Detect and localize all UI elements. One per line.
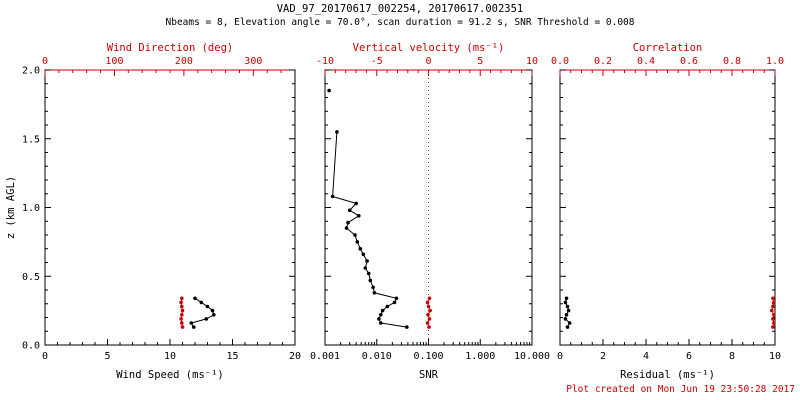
x-top-tick-label: -10 bbox=[316, 56, 334, 67]
x-top-tick-label: 10 bbox=[526, 56, 538, 67]
x-tick-label: 20 bbox=[289, 351, 301, 362]
x-tick-label: 0.001 bbox=[310, 351, 340, 362]
x-top-tick-label: 0.6 bbox=[680, 56, 698, 67]
x-axis-title: Residual (ms⁻¹) bbox=[620, 369, 715, 381]
plot-title: VAD_97_20170617_002254, 20170617.002351 bbox=[276, 3, 524, 15]
x-tick-label: 0.010 bbox=[362, 351, 392, 362]
x-top-tick-label: -5 bbox=[371, 56, 383, 67]
plot-subtitle: Nbeams = 8, Elevation angle = 70.0°, sca… bbox=[165, 17, 635, 28]
x-top-tick-label: 200 bbox=[175, 56, 193, 67]
x-axis-title: Wind Speed (ms⁻¹) bbox=[116, 369, 223, 381]
x-top-tick-label: 300 bbox=[244, 56, 262, 67]
x-top-axis-title: Correlation bbox=[633, 42, 703, 54]
x-top-tick-label: 0.2 bbox=[594, 56, 612, 67]
x-tick-label: 10 bbox=[769, 351, 781, 362]
x-tick-label: 10.000 bbox=[514, 351, 550, 362]
x-tick-label: 0 bbox=[42, 351, 48, 362]
y-tick-label: 0.0 bbox=[22, 341, 40, 352]
x-top-tick-label: 0 bbox=[42, 56, 48, 67]
series-residual bbox=[563, 296, 572, 329]
x-top-tick-label: 0.8 bbox=[723, 56, 741, 67]
panel-residual: 0 2 4 6 8 10 Residual (ms⁻¹) 0.0 0.2 0.4 0.6 0.8 1.0… bbox=[551, 42, 784, 381]
x-top-axis-title: Wind Direction (deg) bbox=[107, 42, 233, 54]
x-tick-label: 5 bbox=[104, 351, 110, 362]
y-axis-label: z (km AGL) bbox=[5, 176, 17, 239]
panel-frame bbox=[44, 69, 296, 346]
panel-wind: 0 5 10 15 20 Wind Speed (ms⁻¹) 0 100 200 300 Wind … bbox=[22, 42, 301, 381]
x-tick-label: 8 bbox=[729, 351, 735, 362]
y-tick-label: 1.5 bbox=[22, 134, 40, 145]
x-top-tick-label: 0.0 bbox=[551, 56, 569, 67]
y-tick-label: 2.0 bbox=[22, 66, 40, 77]
x-top-axis-title: Vertical velocity (ms⁻¹) bbox=[353, 42, 505, 54]
x-tick-label: 0.100 bbox=[413, 351, 443, 362]
x-tick-label: 1.000 bbox=[465, 351, 495, 362]
x-top-tick-label: 0.4 bbox=[637, 56, 655, 67]
panel-snr: 0.001 0.010 0.100 1.000 10.000 SNR -10 -5 0 5 10 Ve… bbox=[310, 42, 550, 381]
plot-created-note: Plot created on Mon Jun 19 23:50:28 2017 bbox=[566, 384, 795, 395]
x-tick-label: 15 bbox=[226, 351, 238, 362]
x-top-tick-label: 1.0 bbox=[766, 56, 784, 67]
series-snr-profile bbox=[330, 130, 409, 329]
y-tick-label: 0.5 bbox=[22, 272, 40, 283]
x-top-tick-label: 100 bbox=[105, 56, 123, 67]
series-wind-speed bbox=[189, 296, 216, 329]
x-tick-label: 10 bbox=[164, 351, 176, 362]
x-top-tick-label: 5 bbox=[477, 56, 483, 67]
series-correlation bbox=[770, 296, 776, 329]
series-vertical-velocity bbox=[425, 296, 432, 329]
series-snr-isolated-point bbox=[327, 88, 331, 93]
series-wind-direction bbox=[179, 296, 185, 329]
panel-frame bbox=[559, 69, 776, 346]
y-tick-label: 1.0 bbox=[22, 203, 40, 214]
x-tick-label: 2 bbox=[600, 351, 606, 362]
x-axis-title: SNR bbox=[419, 369, 439, 381]
x-tick-label: 4 bbox=[643, 351, 649, 362]
x-tick-label: 0 bbox=[557, 351, 563, 362]
x-tick-label: 6 bbox=[686, 351, 692, 362]
x-top-tick-label: 0 bbox=[425, 56, 431, 67]
